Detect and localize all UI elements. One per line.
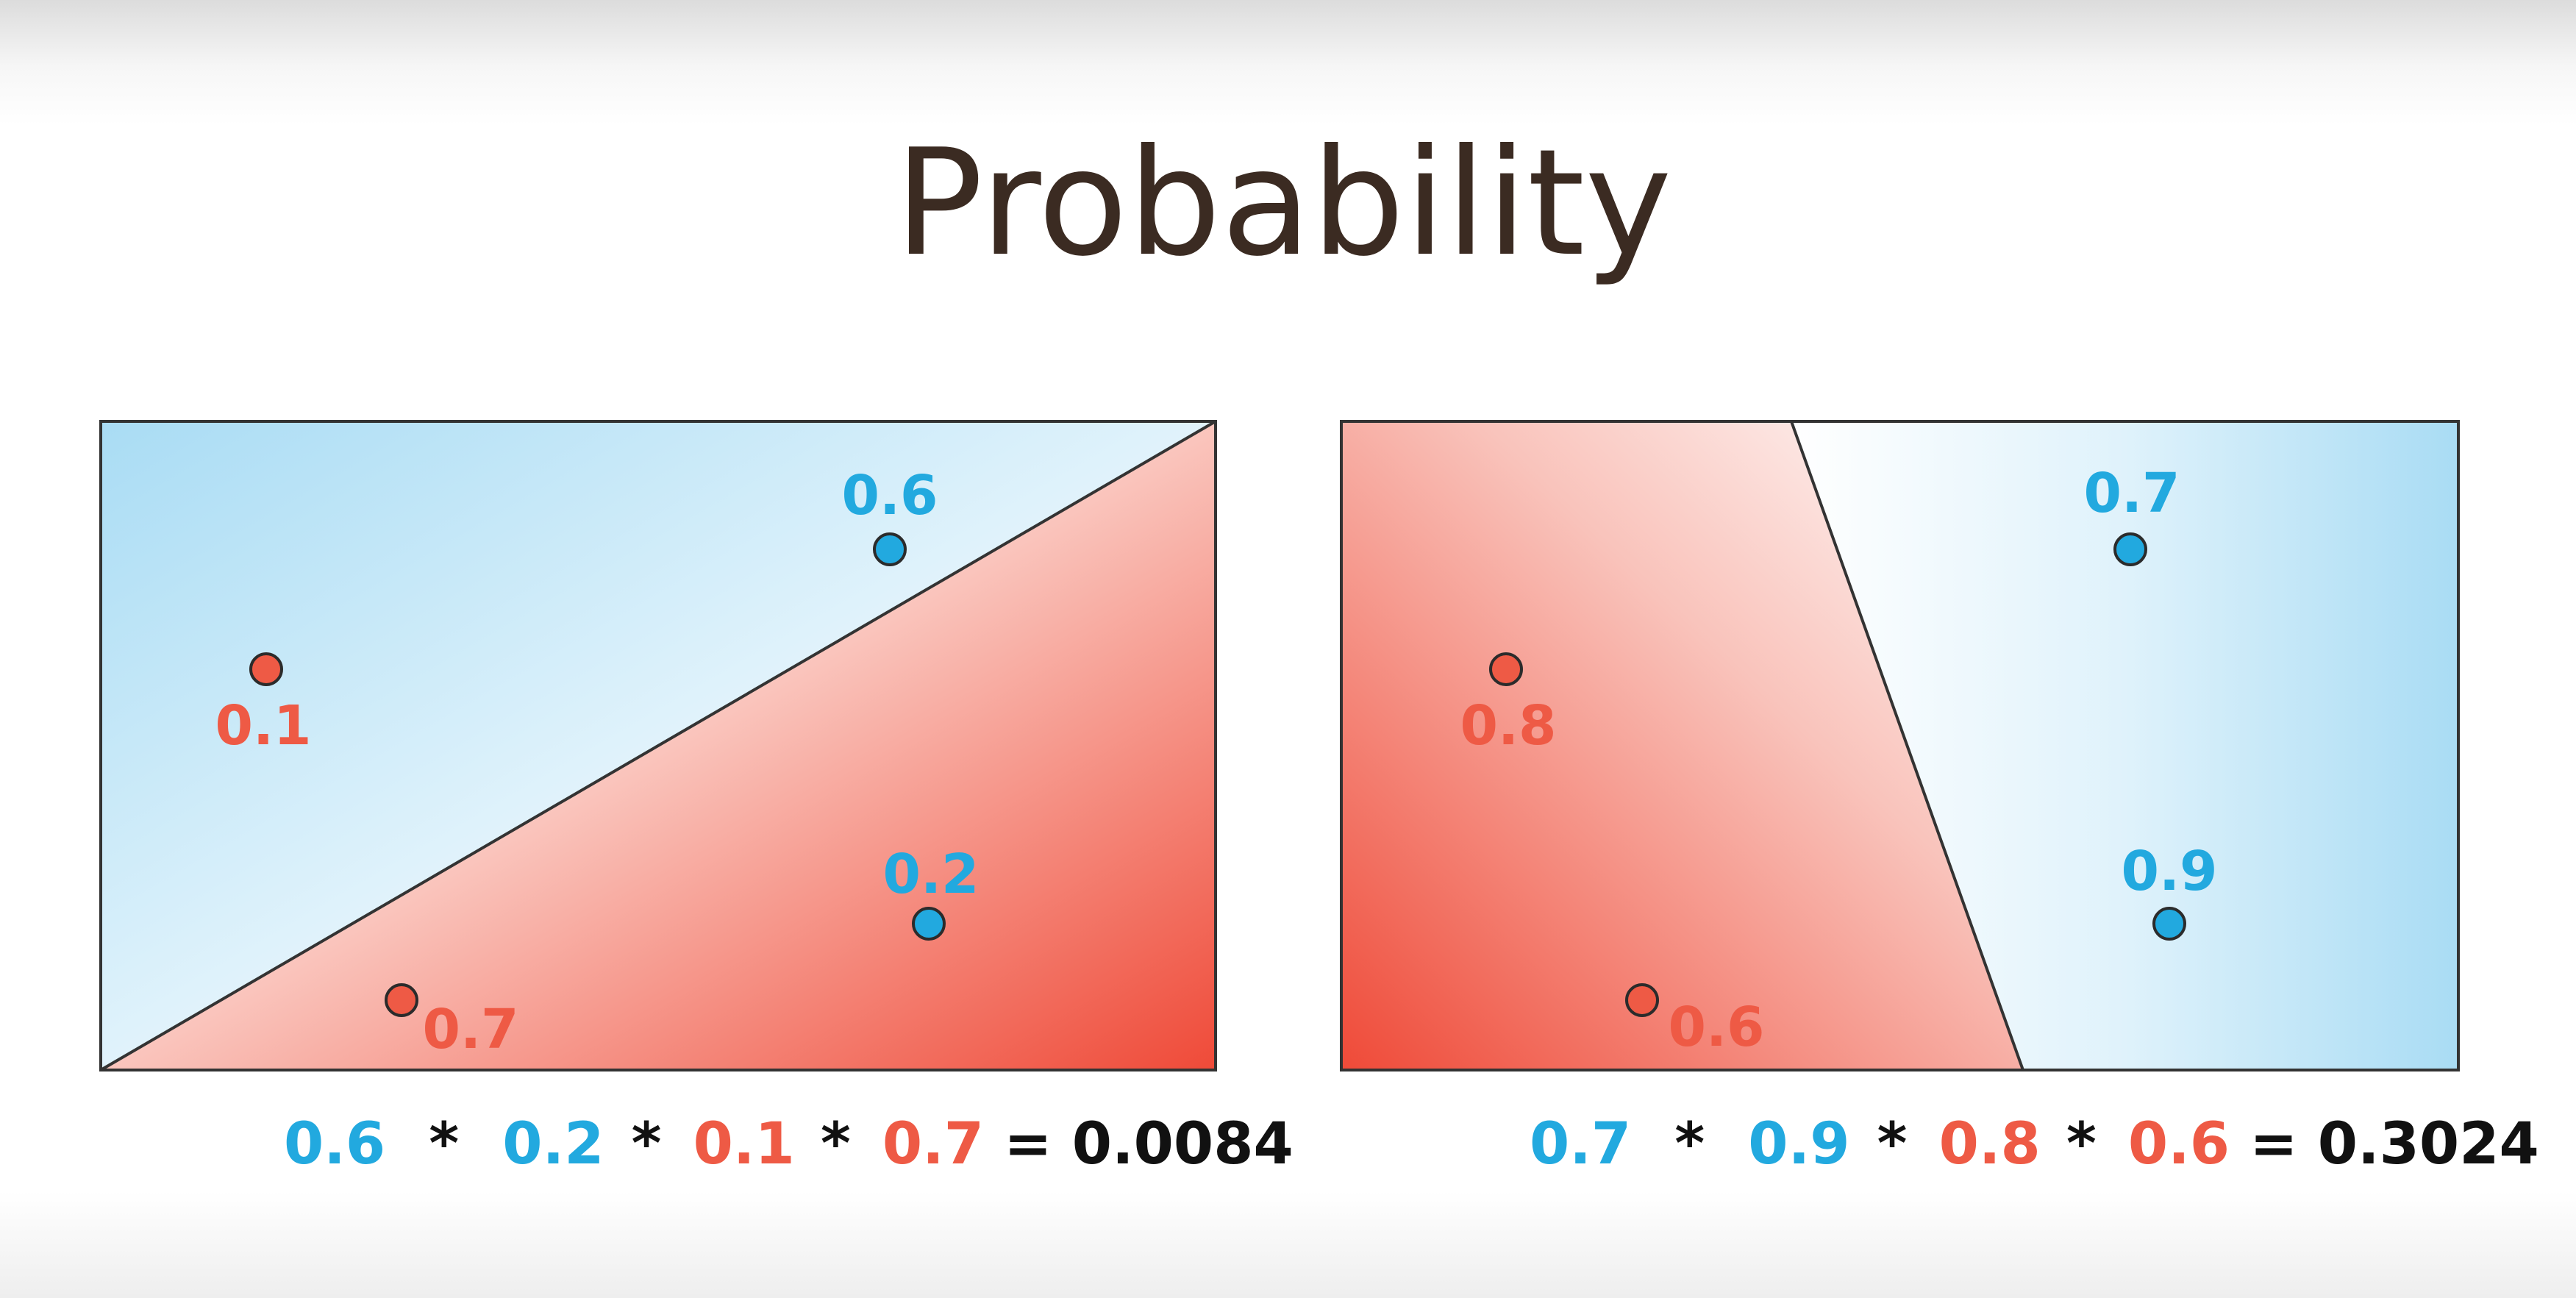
point-blue-2: 0.2	[882, 843, 980, 941]
eq-term: 0.6	[284, 1111, 385, 1177]
blue-region	[1791, 421, 2458, 1070]
eq-term: 0.6	[2128, 1111, 2230, 1177]
point-label: 0.7	[422, 998, 518, 1061]
eq-operator: *	[821, 1111, 851, 1177]
point-label: 0.6	[1668, 996, 1764, 1059]
point-label: 0.2	[882, 843, 979, 906]
point-label: 0.9	[2121, 840, 2217, 903]
left-equation: 0.6 * 0.2 * 0.1 * 0.7 = 0.0084	[284, 1111, 1294, 1177]
point-red-1: 0.8	[1460, 652, 1557, 757]
point-label: 0.8	[1460, 694, 1556, 757]
eq-term: 0.9	[1748, 1111, 1849, 1177]
point-red-1: 0.1	[215, 652, 312, 757]
eq-operator: *	[1674, 1111, 1705, 1177]
right-panel: 0.7 0.9 0.8 0.6	[1340, 420, 2460, 1071]
point-red-2: 0.7	[385, 983, 519, 1061]
eq-term: 0.1	[693, 1111, 795, 1177]
red-region	[1341, 421, 2023, 1070]
eq-term: 0.7	[1530, 1111, 1631, 1177]
panel-frame	[99, 420, 1217, 1071]
point-label: 0.6	[841, 464, 938, 527]
point-blue-2: 0.9	[2121, 840, 2218, 941]
point-label: 0.7	[2083, 462, 2180, 525]
point-blue-1: 0.6	[841, 464, 938, 566]
eq-term: 0.7	[882, 1111, 984, 1177]
eq-operator: *	[632, 1111, 662, 1177]
decision-boundary	[99, 420, 1217, 1071]
point-red-2: 0.6	[1625, 983, 1765, 1059]
eq-result: = 0.0084	[1004, 1111, 1294, 1177]
point-blue-1: 0.7	[2083, 462, 2180, 566]
eq-operator: *	[429, 1111, 459, 1177]
left-panel: 0.6 0.2 0.1 0.7	[99, 420, 1217, 1071]
right-equation: 0.7 * 0.9 * 0.8 * 0.6 = 0.3024	[1530, 1111, 2539, 1177]
eq-term: 0.8	[1939, 1111, 2041, 1177]
eq-term: 0.2	[502, 1111, 604, 1177]
point-label: 0.1	[215, 694, 311, 757]
eq-operator: *	[1877, 1111, 1908, 1177]
decision-boundary	[1790, 421, 2024, 1071]
panel-frame	[1340, 420, 2460, 1071]
eq-result: = 0.3024	[2249, 1111, 2539, 1177]
eq-operator: *	[2066, 1111, 2097, 1177]
page-title: Probability	[894, 118, 1671, 289]
